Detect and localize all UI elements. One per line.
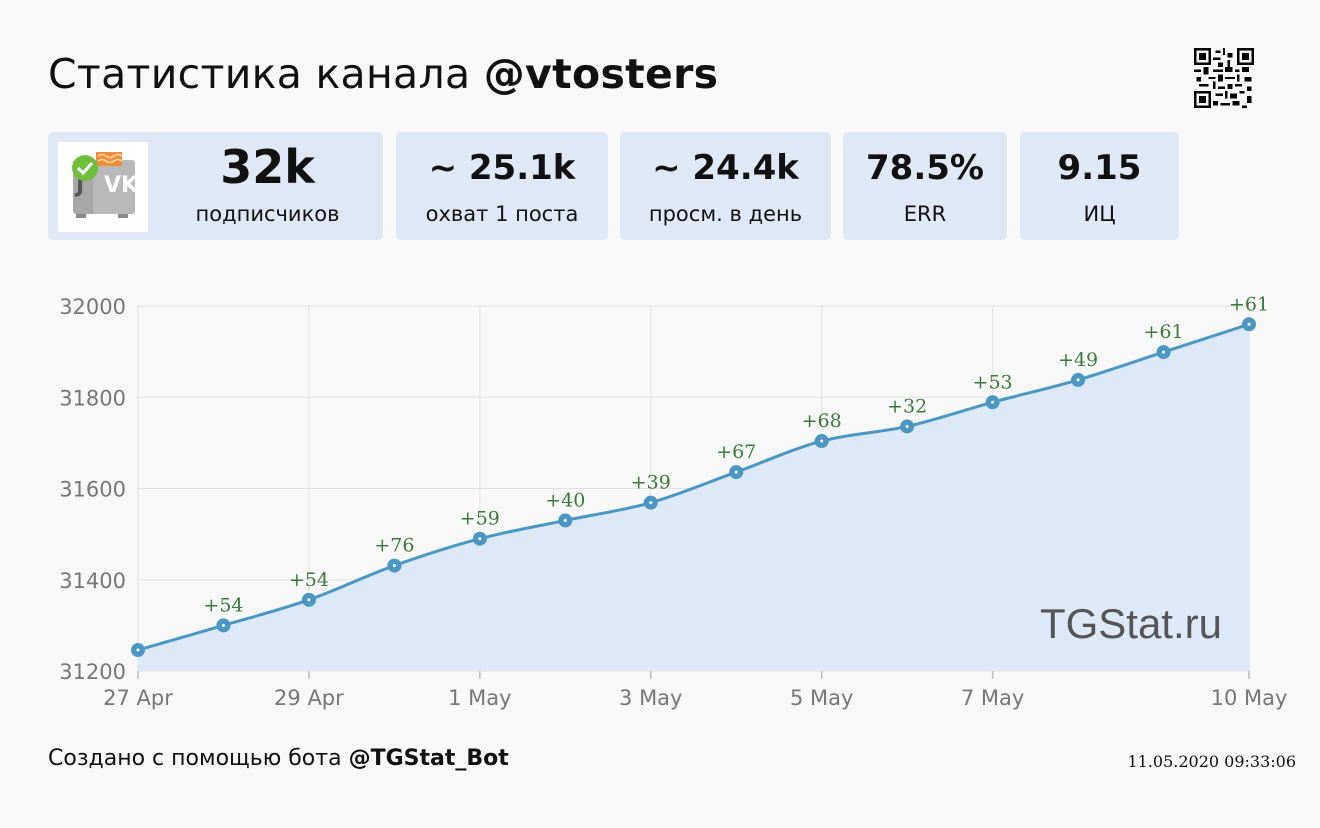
channel-handle: @vtosters <box>483 50 719 98</box>
data-point-center <box>734 470 738 474</box>
views-value: ~ 24.4k <box>652 148 799 188</box>
channel-avatar: VK J <box>58 142 148 232</box>
data-label: +76 <box>374 535 414 557</box>
data-point-center <box>392 564 396 568</box>
subscribers-chart: +54+54+76+59+40+39+67+68+32+53+49+61+61 … <box>59 293 1288 710</box>
data-label: +32 <box>887 395 927 417</box>
data-label: +40 <box>545 489 585 511</box>
x-tick-label: 3 May <box>619 686 682 710</box>
data-label: +61 <box>1229 293 1269 315</box>
footer-prefix: Создано с помощью бота <box>48 746 349 771</box>
subscribers-card: VK J 32k подписчиков <box>48 132 383 240</box>
series-line <box>137 322 1250 652</box>
y-tick-label: 31800 <box>59 386 126 410</box>
subscribers-value: 32k <box>220 140 315 194</box>
views-card: ~ 24.4k просм. в день <box>620 132 831 240</box>
data-label: +67 <box>716 441 756 463</box>
ic-label: ИЦ <box>1083 202 1116 226</box>
data-point-center <box>649 501 653 505</box>
y-tick-label: 32000 <box>59 295 126 319</box>
x-tick-label: 27 Apr <box>103 686 173 710</box>
data-point-center <box>905 424 909 428</box>
err-card: 78.5% ERR <box>843 132 1007 240</box>
data-label: +39 <box>631 472 671 494</box>
data-point-center <box>1076 378 1080 382</box>
y-tick-label: 31200 <box>59 660 126 684</box>
watermark: TGStat.ru <box>1040 600 1222 647</box>
reach-card: ~ 25.1k охват 1 поста <box>396 132 608 240</box>
x-tick-label: 29 Apr <box>274 686 344 710</box>
data-point-center <box>563 518 567 522</box>
svg-text:J: J <box>74 173 84 198</box>
x-tick-label: 10 May <box>1211 686 1288 710</box>
x-tick-label: 7 May <box>961 686 1024 710</box>
svg-text:VK: VK <box>104 173 139 198</box>
data-label: +53 <box>973 371 1013 393</box>
data-point-center <box>991 400 995 404</box>
reach-label: охват 1 поста <box>425 202 579 226</box>
timestamp: 11.05.2020 09:33:06 <box>1127 752 1296 771</box>
data-label: +68 <box>802 410 842 432</box>
data-point-center <box>1162 350 1166 354</box>
data-point-center <box>820 439 824 443</box>
x-tick-label: 1 May <box>448 686 511 710</box>
series-area <box>138 324 1249 671</box>
title-prefix: Статистика канала <box>48 50 484 98</box>
ic-card: 9.15 ИЦ <box>1020 132 1179 240</box>
subscribers-label: подписчиков <box>195 202 340 226</box>
err-label: ERR <box>903 202 947 226</box>
views-label: просм. в день <box>648 202 803 226</box>
err-value: 78.5% <box>866 148 984 188</box>
data-label: +61 <box>1143 321 1183 343</box>
data-point-center <box>136 648 140 652</box>
data-label: +59 <box>460 508 500 530</box>
page-title: Статистика канала @vtosters <box>48 50 718 98</box>
x-tick-label: 5 May <box>790 686 853 710</box>
data-point-center <box>221 623 225 627</box>
ic-value: 9.15 <box>1057 148 1142 188</box>
bot-link[interactable]: @TGStat_Bot <box>348 746 509 771</box>
reach-value: ~ 25.1k <box>428 148 576 188</box>
data-label: +49 <box>1058 349 1098 371</box>
y-tick-label: 31600 <box>59 478 126 502</box>
data-point-center <box>478 537 482 541</box>
data-label: +54 <box>203 594 243 616</box>
data-point-center <box>307 598 311 602</box>
qr-code-icon <box>1194 48 1254 108</box>
y-tick-label: 31400 <box>59 569 126 593</box>
footer-credit: Создано с помощью бота @TGStat_Bot <box>48 746 509 771</box>
data-point-center <box>1247 322 1251 326</box>
data-label: +54 <box>289 569 329 591</box>
